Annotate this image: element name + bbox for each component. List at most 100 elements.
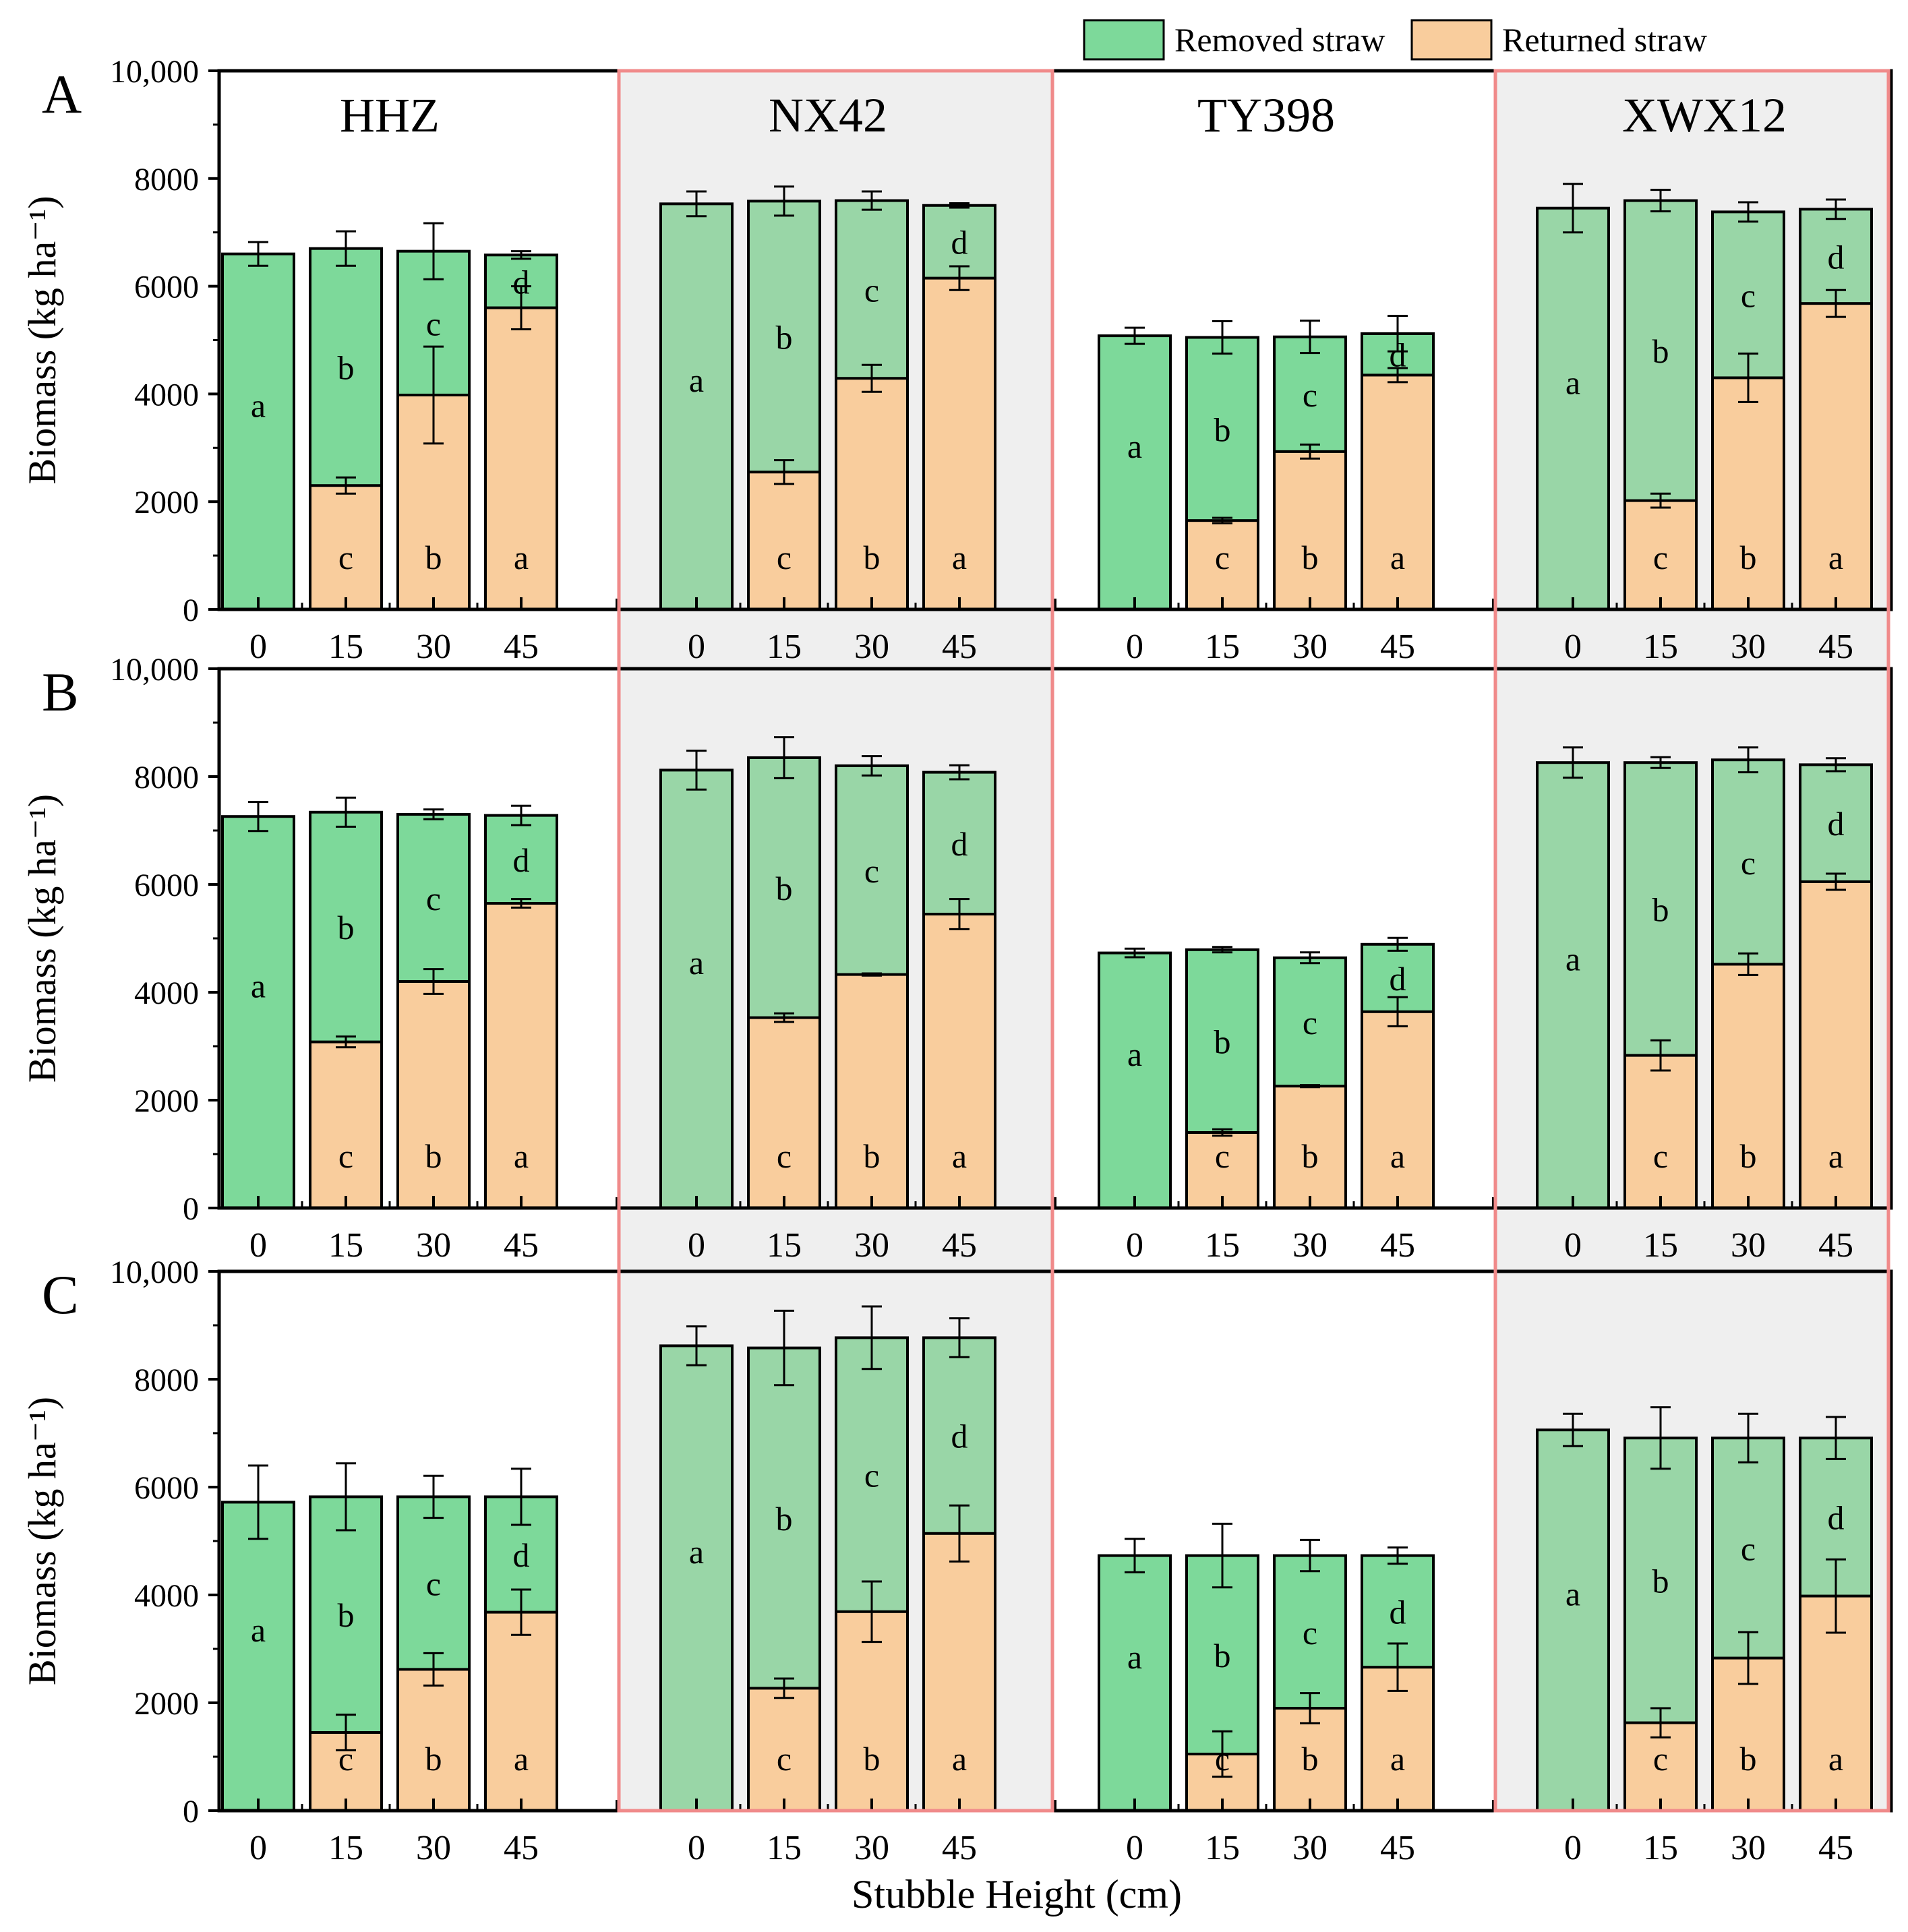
significance-letter-removed: b: [1214, 1023, 1231, 1060]
x-tick-label: 30: [854, 1829, 889, 1867]
highlight-band-outline-nx42: [617, 69, 1054, 1813]
significance-letter-returned: b: [1302, 539, 1319, 576]
panel-a: A Biomass (kg ha⁻¹) 0 2000 4000 6000 8000 10,00…: [20, 54, 1893, 666]
x-tick-label: 0: [249, 628, 267, 666]
x-tick-label: 30: [1292, 628, 1328, 666]
significance-letter-returned: b: [425, 1137, 442, 1175]
significance-letter-removed: d: [1828, 805, 1845, 843]
y-tick-label: 10,000: [110, 54, 199, 90]
significance-letter-returned: b: [864, 1137, 881, 1175]
significance-letter-returned: a: [952, 1740, 967, 1778]
bar-returned: [835, 1610, 909, 1813]
x-tick-label: 45: [942, 628, 977, 666]
significance-letter-removed: b: [1214, 411, 1231, 448]
significance-letter-returned: a: [1390, 1740, 1405, 1778]
x-tick-label: 15: [328, 628, 363, 666]
x-tick-label: 30: [854, 1226, 889, 1265]
x-tick-label: 15: [1205, 628, 1240, 666]
significance-letter-returned: a: [1390, 1137, 1405, 1175]
significance-letter-returned: c: [777, 539, 792, 576]
bar-returned: [396, 980, 471, 1209]
bar-removed: [1098, 334, 1172, 611]
x-tick-label: 30: [1292, 1226, 1328, 1265]
bar-returned: [309, 1040, 383, 1209]
significance-letter-removed: a: [1127, 1638, 1142, 1676]
significance-letter-removed: d: [951, 224, 968, 262]
significance-letter-removed: d: [1828, 238, 1845, 276]
y-tick-label: 2000: [134, 1686, 199, 1722]
significance-letter-removed: a: [689, 361, 704, 399]
significance-letter-returned: b: [425, 539, 442, 576]
significance-letter-removed: c: [426, 305, 441, 342]
significance-letter-removed: d: [1828, 1499, 1845, 1536]
bar-removed: [1098, 1554, 1172, 1813]
significance-letter-removed: a: [251, 967, 266, 1005]
bar-returned: [1799, 302, 1873, 611]
x-tick-label: 0: [1564, 1226, 1582, 1265]
bar-returned: [309, 484, 383, 611]
significance-letter-removed: b: [776, 318, 793, 356]
x-tick-label: 0: [1564, 1829, 1582, 1867]
significance-letter-returned: a: [952, 539, 967, 576]
significance-letter-returned: a: [514, 1137, 529, 1175]
significance-letter-removed: c: [426, 1565, 441, 1602]
x-tick-label: 0: [1564, 628, 1582, 666]
significance-letter-removed: d: [513, 263, 530, 301]
significance-letter-returned: a: [1390, 539, 1405, 576]
x-tick-label: 0: [688, 1829, 705, 1867]
highlight-band-outline-xwx12: [1493, 69, 1890, 1813]
x-tick-label: 45: [942, 1829, 977, 1867]
bar-returned: [1273, 1707, 1347, 1812]
bar-returned: [484, 902, 558, 1209]
y-tick-label: 6000: [134, 270, 199, 305]
significance-letter-removed: b: [1652, 1562, 1669, 1600]
significance-letter-returned: c: [338, 1137, 353, 1175]
bar-returned: [1623, 1054, 1698, 1209]
x-tick-label: 0: [249, 1226, 267, 1265]
significance-letter-removed: d: [951, 1418, 968, 1455]
significance-letter-returned: b: [864, 539, 881, 576]
significance-letter-returned: b: [425, 1740, 442, 1778]
x-tick-label: 15: [767, 1226, 802, 1265]
significance-letter-removed: c: [864, 1457, 879, 1495]
x-tick-label: 30: [1292, 1829, 1328, 1867]
panel-label: C: [42, 1264, 79, 1325]
significance-letter-returned: b: [1302, 1137, 1319, 1175]
x-tick-label: 0: [1126, 1829, 1143, 1867]
legend-returned-swatch: [1410, 19, 1493, 61]
significance-letter-returned: a: [514, 539, 529, 576]
significance-letter-removed: d: [513, 841, 530, 879]
bar-removed: [1536, 206, 1610, 611]
x-tick-label: 30: [1731, 1226, 1766, 1265]
significance-letter-removed: a: [1566, 940, 1580, 978]
significance-letter-returned: a: [1828, 1137, 1843, 1175]
significance-letter-removed: c: [864, 271, 879, 309]
x-tick-label: 30: [1731, 1829, 1766, 1867]
y-tick-label: 4000: [134, 975, 199, 1011]
significance-letter-removed: c: [1741, 1530, 1756, 1567]
y-tick-label: 8000: [134, 1362, 199, 1398]
x-tick-label: 45: [1818, 628, 1853, 666]
y-tick-label: 10,000: [110, 652, 199, 688]
x-tick-label: 45: [1818, 1226, 1853, 1265]
significance-letter-returned: b: [1302, 1740, 1319, 1778]
y-tick-label: 8000: [134, 760, 199, 795]
x-tick-label: 15: [1205, 1226, 1240, 1265]
x-tick-label: 15: [1205, 1829, 1240, 1867]
panel-c: C Biomass (kg ha⁻¹) 0 2000 4000 6000 8000 10,00…: [20, 1255, 1893, 1867]
significance-letter-removed: d: [513, 1536, 530, 1574]
significance-letter-removed: a: [1127, 427, 1142, 465]
y-tick-label: 0: [183, 1191, 199, 1227]
x-tick-label: 45: [1380, 1829, 1415, 1867]
x-tick-label: 0: [1126, 1226, 1143, 1265]
legend-returned-label: Returned straw: [1502, 21, 1707, 59]
x-tick-label: 30: [416, 1829, 451, 1867]
significance-letter-returned: a: [514, 1740, 529, 1778]
legend: Removed straw Returned straw: [1083, 19, 1707, 61]
significance-letter-removed: b: [776, 1500, 793, 1538]
x-tick-label: 45: [1380, 1226, 1415, 1265]
y-tick-label: 4000: [134, 1578, 199, 1614]
significance-letter-removed: b: [338, 349, 355, 386]
significance-letter-returned: c: [1653, 1740, 1668, 1778]
significance-letter-returned: c: [338, 1740, 353, 1778]
